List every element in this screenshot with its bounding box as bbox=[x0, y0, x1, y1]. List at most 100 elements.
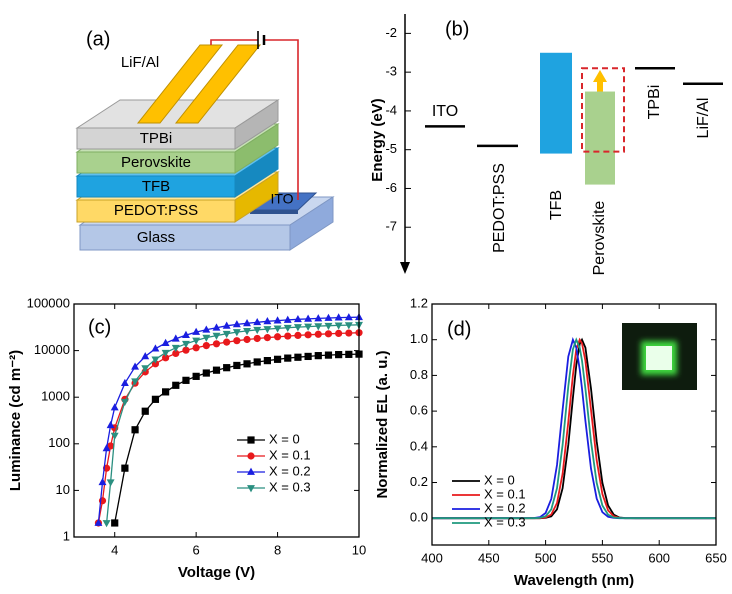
wire bbox=[210, 39, 258, 45]
marker bbox=[253, 326, 262, 335]
x-tick-label: 8 bbox=[274, 542, 281, 557]
x-axis-label: Wavelength (nm) bbox=[514, 572, 634, 589]
y-tick-label: 10000 bbox=[34, 342, 70, 357]
marker bbox=[273, 316, 282, 324]
y-tick-label: 1000 bbox=[41, 389, 70, 404]
marker bbox=[243, 318, 251, 327]
marker bbox=[202, 369, 210, 377]
marker bbox=[284, 332, 292, 340]
layer-label: Glass bbox=[137, 229, 175, 246]
x-tick-label: 600 bbox=[648, 550, 670, 565]
marker bbox=[263, 334, 271, 342]
marker bbox=[247, 452, 255, 460]
marker bbox=[273, 355, 282, 363]
series-line bbox=[97, 316, 360, 524]
marker bbox=[283, 315, 292, 323]
level-label: ITO bbox=[432, 103, 458, 120]
marker bbox=[212, 366, 221, 374]
marker bbox=[324, 351, 333, 359]
marker bbox=[192, 344, 200, 352]
y-tick-label: 1.2 bbox=[410, 295, 428, 310]
marker bbox=[243, 360, 251, 368]
y-tick-label: 10 bbox=[56, 482, 70, 497]
marker bbox=[344, 322, 353, 330]
marker bbox=[273, 333, 282, 341]
y-axis-label: Normalized EL (a. u.) bbox=[374, 350, 391, 498]
level-label: PEDOT:PSS bbox=[491, 163, 508, 253]
x-tick-label: 450 bbox=[478, 550, 500, 565]
marker bbox=[233, 337, 241, 345]
marker bbox=[335, 351, 343, 359]
y-tick-label: 1 bbox=[63, 528, 70, 543]
marker bbox=[107, 442, 115, 450]
panel-label: (c) bbox=[88, 316, 111, 338]
marker bbox=[172, 349, 180, 358]
marker bbox=[284, 354, 292, 362]
y-tick-label: 0.4 bbox=[410, 438, 428, 453]
marker bbox=[253, 334, 261, 343]
y-tick-label: 0.2 bbox=[410, 474, 428, 489]
layer-label: Perovskite bbox=[121, 154, 191, 171]
glass-front bbox=[79, 224, 291, 251]
y-tick-label: -3 bbox=[385, 64, 397, 79]
marker bbox=[304, 323, 313, 331]
marker bbox=[243, 327, 251, 336]
inset-pixel bbox=[646, 346, 672, 370]
marker bbox=[202, 342, 210, 350]
y-tick-label: 0.6 bbox=[410, 403, 428, 418]
marker bbox=[334, 313, 343, 321]
y-tick-label: 1.0 bbox=[410, 331, 428, 346]
marker bbox=[121, 464, 129, 472]
marker bbox=[110, 403, 119, 411]
arrow bbox=[593, 70, 607, 92]
marker bbox=[283, 324, 292, 333]
marker bbox=[345, 329, 353, 337]
marker bbox=[314, 352, 322, 360]
marker bbox=[233, 361, 241, 370]
marker bbox=[223, 364, 231, 372]
marker bbox=[106, 420, 115, 429]
marker bbox=[182, 376, 190, 384]
marker bbox=[314, 314, 323, 322]
level-label: TPBi bbox=[646, 85, 663, 120]
marker bbox=[253, 358, 261, 366]
highlight-box bbox=[581, 67, 625, 153]
marker bbox=[120, 378, 129, 387]
level-label: Perovskite bbox=[591, 201, 608, 276]
perovskite-front bbox=[76, 151, 236, 174]
marker bbox=[192, 327, 201, 335]
marker bbox=[314, 323, 323, 331]
y-tick-label: -6 bbox=[385, 180, 397, 195]
x-tick-label: 10 bbox=[352, 542, 366, 557]
y-tick-label: 100 bbox=[48, 435, 70, 450]
marker bbox=[247, 467, 255, 475]
marker bbox=[294, 331, 302, 339]
y-tick-label: -2 bbox=[385, 25, 397, 40]
marker bbox=[202, 325, 211, 333]
marker bbox=[151, 395, 160, 403]
layer-label: PEDOT:PSS bbox=[114, 202, 198, 219]
layer-label: TPBi bbox=[140, 130, 173, 147]
marker bbox=[110, 432, 119, 440]
legend-label: X = 0.3 bbox=[269, 479, 311, 494]
tpbi-front bbox=[76, 127, 236, 150]
marker bbox=[334, 322, 343, 330]
marker bbox=[294, 353, 302, 361]
legend-label: X = 0.2 bbox=[269, 463, 311, 478]
legend-label: X = 0.1 bbox=[484, 486, 526, 501]
plot-frame bbox=[73, 303, 360, 538]
electrode-label: LiF/Al bbox=[121, 54, 159, 71]
marker bbox=[171, 344, 180, 353]
y-tick-label: -4 bbox=[385, 102, 397, 117]
marker bbox=[102, 443, 111, 452]
marker bbox=[232, 320, 241, 328]
level-label: LiF/Al bbox=[695, 98, 712, 139]
legend-label: X = 0.2 bbox=[484, 500, 526, 515]
ito-front bbox=[250, 210, 298, 214]
y-tick-label: 0.0 bbox=[410, 510, 428, 525]
marker bbox=[120, 398, 129, 407]
marker bbox=[314, 330, 322, 338]
marker bbox=[161, 338, 170, 346]
layer-label: TFB bbox=[142, 178, 170, 195]
x-tick-label: 6 bbox=[193, 542, 200, 557]
